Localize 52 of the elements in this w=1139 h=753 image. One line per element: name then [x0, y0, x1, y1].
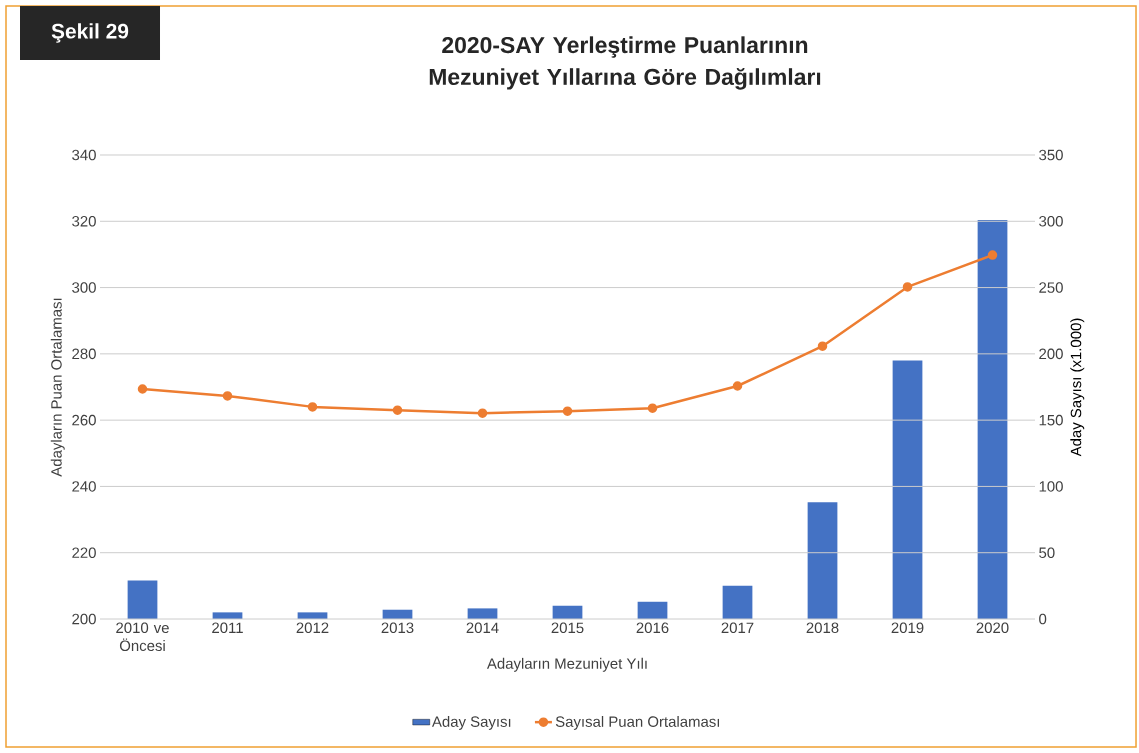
y-tick-label: 300: [72, 282, 96, 293]
point: [902, 282, 913, 292]
y-tick-label: 280: [72, 348, 96, 360]
y2-axis-title: Aday Sayısı (x1.000): [1070, 318, 1085, 457]
y-tick-label: 260: [72, 414, 96, 426]
bar: [637, 601, 668, 619]
text: Şekil 29: [51, 23, 129, 43]
y2-tick-label: 0: [1039, 613, 1047, 625]
y-tick-label: 340: [72, 149, 96, 161]
y2-tick-label: 300: [1039, 215, 1063, 227]
x-tick-label: 2016: [636, 622, 669, 634]
point: [647, 403, 658, 413]
bar: [892, 360, 923, 619]
legend-label: Aday Sayısı: [431, 715, 511, 730]
y2-tick-label: 150: [1039, 414, 1063, 426]
y-tick-label: 240: [72, 481, 96, 492]
x-tick-label: 2015: [551, 622, 584, 634]
point: [222, 391, 233, 401]
x-tick-label: 2019: [891, 622, 924, 634]
y2-tick-label: 50: [1039, 547, 1055, 558]
y-axis-title: Adayların Puan Ortalaması: [50, 298, 65, 477]
y-tick-label: 200: [72, 613, 96, 625]
point: [562, 406, 573, 416]
point: [392, 405, 403, 415]
y2-tick-label: 350: [1039, 149, 1063, 161]
bar: [127, 580, 158, 619]
bar: [807, 502, 838, 619]
x-tick-label: 2010 ve Öncesi: [116, 622, 169, 652]
y2-tick-label: 250: [1039, 282, 1063, 293]
chart-title: 2020-SAY Yerleştirme Puanlarının Mezuniyet Yıllarına Göre Dağılımları: [429, 36, 821, 90]
bar: [467, 608, 498, 619]
x-tick-label: 2012: [296, 622, 329, 634]
y2-tick-label: 100: [1039, 481, 1063, 492]
x-tick-label: 2013: [381, 622, 414, 634]
point: [817, 341, 828, 351]
bar: [722, 585, 753, 619]
x-tick-label: 2018: [806, 622, 839, 634]
point: [732, 381, 743, 391]
point: [987, 250, 998, 260]
point: [477, 408, 488, 418]
x-tick-label: 2011: [212, 622, 243, 634]
y-tick-label: 220: [72, 547, 96, 558]
y2-tick-label: 200: [1039, 348, 1063, 360]
x-axis-title: Adayların Mezuniyet Yılı: [486, 657, 647, 672]
point: [137, 384, 148, 394]
x-tick-label: 2020: [976, 622, 1009, 634]
x-tick-label: 2017: [721, 622, 754, 634]
x-tick-label: 2014: [466, 622, 499, 634]
point: [307, 402, 318, 412]
y-tick-label: 320: [72, 215, 96, 227]
legend-label: Sayısal Puan Ortalaması: [555, 715, 720, 730]
bar: [977, 219, 1008, 619]
